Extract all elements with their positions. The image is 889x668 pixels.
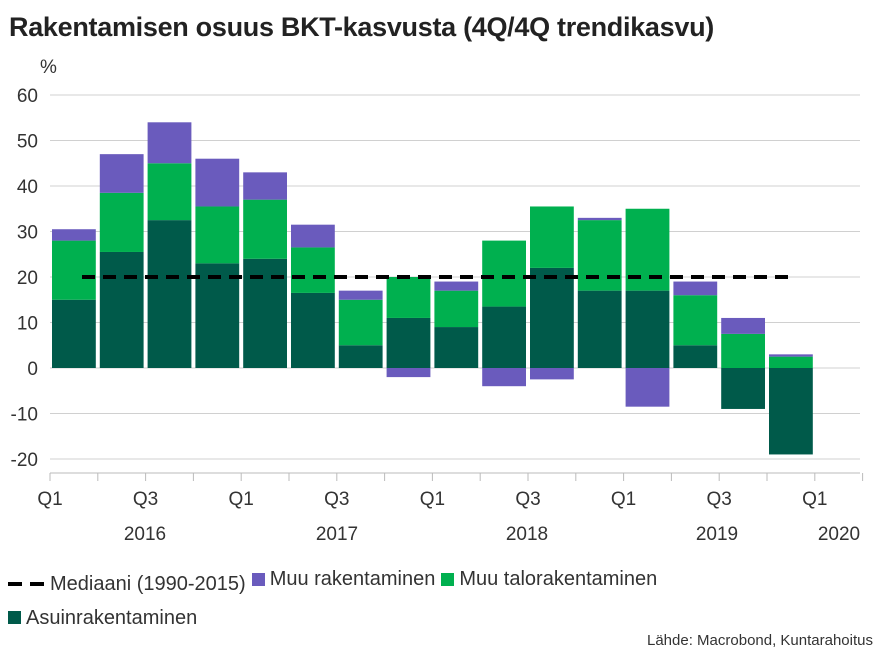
legend-label: Mediaani (1990-2015)	[50, 572, 246, 595]
x-tick-label: Q3	[707, 489, 732, 510]
chart-title: Rakentamisen osuus BKT-kasvusta (4Q/4Q t…	[9, 12, 714, 42]
source-note: Lähde: Macrobond, Kuntarahoitus	[647, 632, 873, 649]
y-tick-label: 20	[17, 268, 38, 289]
bar-segment-muu_rakentaminen	[673, 281, 718, 296]
bar-segment-muu_talorakentaminen	[577, 220, 622, 291]
y-tick-label: 40	[17, 177, 38, 198]
y-tick-label: 10	[17, 314, 38, 335]
y-tick-label: 50	[17, 132, 38, 153]
bar-segment-asuinrakentaminen	[99, 251, 144, 368]
y-tick-label: 0	[27, 359, 38, 380]
bar-segment-muu_talorakentaminen	[52, 240, 96, 300]
y-tick-label: 60	[17, 86, 38, 107]
bar-segment-asuinrakentaminen	[338, 345, 383, 368]
bar-segment-asuinrakentaminen	[721, 368, 765, 409]
legend-label: Asuinrakentaminen	[26, 606, 198, 629]
bar-segment-muu_rakentaminen	[195, 158, 240, 207]
legend-swatch-icon	[251, 572, 265, 586]
bar-segment-muu_rakentaminen	[769, 354, 813, 357]
bar-segment-muu_talorakentaminen	[338, 299, 383, 346]
bar-segment-asuinrakentaminen	[147, 220, 192, 368]
bar-segment-muu_talorakentaminen	[530, 206, 574, 268]
bar-segment-muu_talorakentaminen	[673, 295, 718, 346]
legend-item-muu_talorakentaminen: Muu talorakentaminen	[441, 562, 657, 596]
y-tick-label: 30	[17, 223, 38, 244]
bar-segment-muu_rakentaminen	[434, 281, 479, 291]
x-year-label: 2018	[506, 524, 548, 545]
legend-dash-icon	[8, 581, 44, 586]
y-tick-label: -10	[11, 405, 38, 426]
x-tick-label: Q1	[611, 489, 636, 510]
bar-segment-muu_talorakentaminen	[147, 163, 192, 221]
bar-segment-asuinrakentaminen	[625, 290, 670, 368]
x-tick-label: Q1	[229, 489, 254, 510]
bar-segment-asuinrakentaminen	[673, 345, 718, 368]
bar-segment-asuinrakentaminen	[530, 267, 574, 368]
y-axis-unit: %	[40, 57, 57, 78]
bar-segment-muu_rakentaminen	[482, 368, 526, 387]
bar-segment-muu_rakentaminen	[52, 229, 96, 241]
bar-segment-asuinrakentaminen	[482, 306, 526, 368]
bar-segment-muu_rakentaminen	[147, 122, 192, 164]
legend-item-muu_rakentaminen: Muu rakentaminen	[251, 562, 436, 596]
bar-segment-muu_rakentaminen	[577, 217, 622, 221]
bar-segment-muu_rakentaminen	[243, 172, 287, 200]
bar-segment-muu_rakentaminen	[625, 368, 670, 407]
bar-segment-muu_rakentaminen	[530, 368, 574, 380]
legend-item-asuinrakentaminen: Asuinrakentaminen	[8, 601, 197, 635]
bar-segment-muu_rakentaminen	[291, 224, 335, 248]
x-tick-label: Q3	[324, 489, 349, 510]
bar-segment-muu_talorakentaminen	[434, 290, 479, 328]
bar-segment-muu_talorakentaminen	[386, 277, 431, 318]
legend-swatch-icon	[441, 572, 455, 586]
bar-segment-asuinrakentaminen	[291, 292, 335, 368]
bar-segment-muu_talorakentaminen	[769, 356, 813, 368]
legend-swatch-icon	[8, 611, 21, 624]
legend-label: Muu talorakentaminen	[459, 568, 658, 590]
x-year-label: 2019	[696, 524, 738, 545]
bar-segment-muu_talorakentaminen	[243, 199, 287, 259]
bar-segment-muu_rakentaminen	[99, 154, 144, 193]
legend-item-mediaani: Mediaani (1990-2015)	[8, 567, 246, 601]
bar-segment-muu_talorakentaminen	[721, 333, 765, 368]
bar-segment-muu_talorakentaminen	[482, 240, 526, 307]
bar-segment-muu_rakentaminen	[721, 317, 765, 334]
bar-segment-muu_talorakentaminen	[291, 247, 335, 293]
x-year-label: 2016	[124, 524, 166, 545]
x-year-label: 2020	[818, 524, 860, 545]
bar-segment-asuinrakentaminen	[434, 327, 479, 368]
bar-segment-muu_rakentaminen	[338, 290, 383, 300]
x-tick-label: Q1	[37, 489, 62, 510]
x-year-label: 2017	[316, 524, 358, 545]
x-tick-label: Q1	[420, 489, 445, 510]
chart-svg: 60 50 40 30 20 10 0 -10 -20% Q1 Q3 Q1 Q3 Q1 Q3 Q1 Q3 Q1 20…	[11, 57, 864, 545]
y-tick-label: -20	[11, 450, 38, 471]
legend: Mediaani (1990-2015) Muu rakentaminen Muu …	[8, 562, 748, 635]
bar-segment-asuinrakentaminen	[195, 263, 240, 368]
x-tick-label: Q3	[515, 489, 540, 510]
legend-label: Muu rakentaminen	[269, 568, 436, 590]
bar-segment-asuinrakentaminen	[769, 368, 813, 455]
bar-segment-muu_talorakentaminen	[99, 192, 144, 252]
bar-segment-asuinrakentaminen	[52, 299, 96, 368]
bar-segment-muu_rakentaminen	[386, 368, 431, 378]
bar-segment-asuinrakentaminen	[386, 317, 431, 368]
bar-segment-muu_talorakentaminen	[195, 206, 240, 264]
bar-segment-asuinrakentaminen	[577, 290, 622, 368]
x-tick-label: Q1	[802, 489, 827, 510]
x-tick-label: Q3	[133, 489, 158, 510]
